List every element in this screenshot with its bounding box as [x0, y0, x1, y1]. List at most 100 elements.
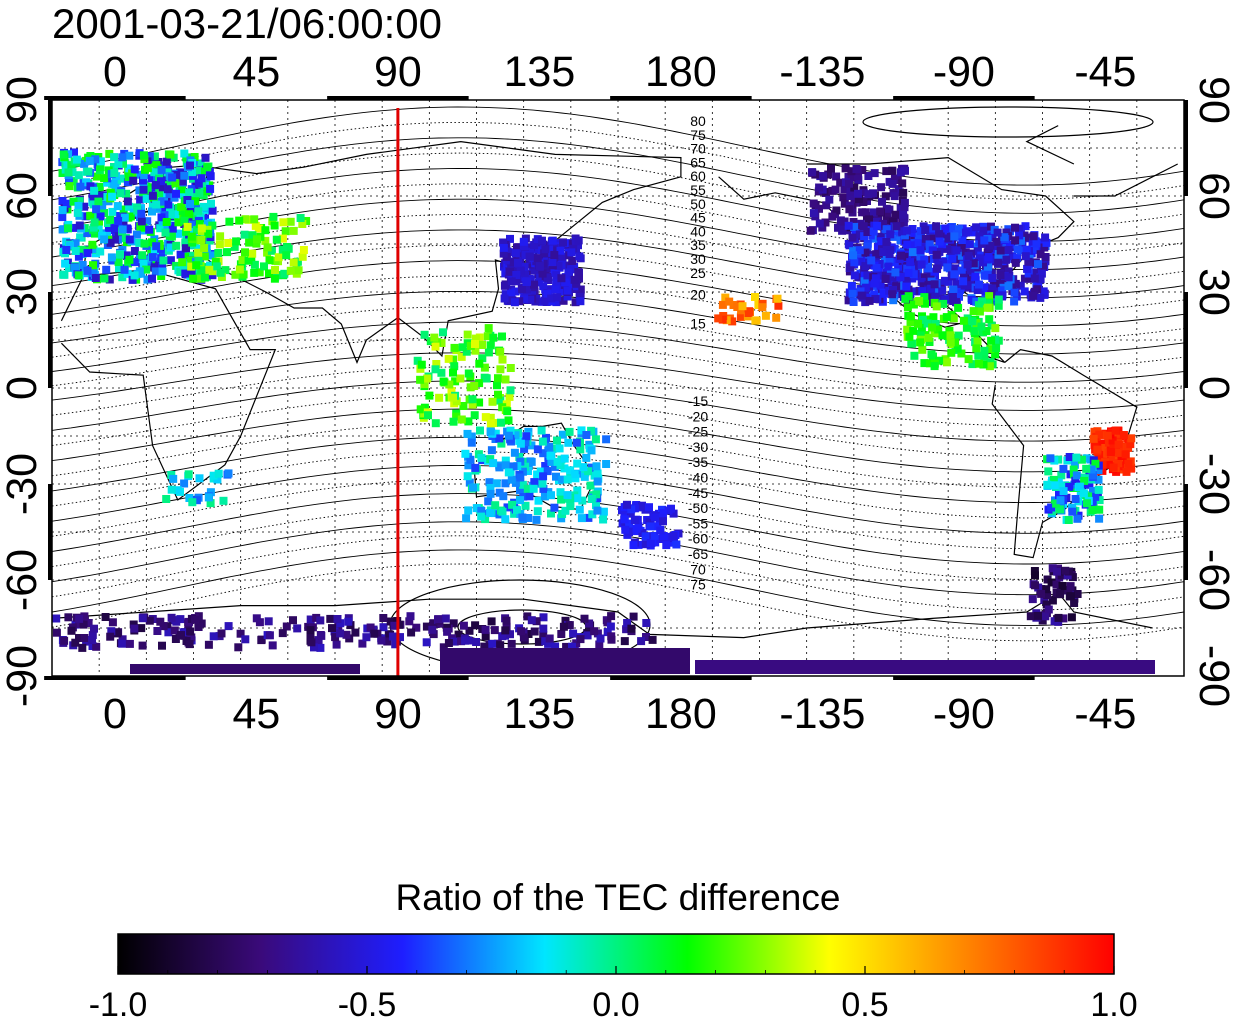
frame-bar: [1184, 484, 1188, 580]
tec-pixel: [863, 271, 872, 280]
tec-pixel: [876, 281, 885, 290]
tec-pixel: [915, 297, 924, 305]
tec-pixel: [148, 253, 157, 262]
tec-pixel: [573, 459, 582, 468]
tec-pixel: [950, 232, 959, 241]
tec-pixel: [725, 297, 734, 306]
x-tick-label-top: 90: [374, 48, 422, 96]
tec-pixel: [265, 269, 273, 278]
tec-pixel: [166, 150, 175, 159]
tec-pixel: [969, 259, 978, 268]
tec-pixel: [888, 290, 897, 299]
tec-pixel: [970, 327, 979, 336]
tec-pixel: [1020, 274, 1029, 283]
tec-pixel: [818, 223, 827, 232]
tec-pixel: [1079, 489, 1088, 498]
tec-pixel: [626, 509, 635, 518]
tec-pixel: [946, 338, 955, 347]
tec-pixel: [839, 193, 848, 202]
tec-pixel: [284, 244, 293, 253]
tec-pixel: [1067, 613, 1076, 622]
tec-pixel: [62, 246, 71, 254]
tec-pixel: [157, 177, 165, 186]
tec-pixel: [1073, 514, 1082, 523]
tec-pixel: [921, 226, 930, 235]
tec-pixel: [602, 435, 611, 444]
tec-pixel: [407, 628, 416, 637]
tec-pixel: [130, 271, 139, 280]
tec-pixel: [906, 317, 915, 326]
tec-pixel: [566, 502, 575, 511]
tec-pixel: [197, 224, 206, 233]
tec-pixel: [514, 258, 522, 267]
tec-pixel: [162, 218, 171, 226]
tec-pixel: [994, 252, 1003, 261]
tec-pixel: [429, 630, 438, 639]
frame-bar: [48, 100, 52, 196]
tec-pixel: [983, 299, 992, 308]
tec-pixel: [439, 643, 448, 652]
tec-pixel: [861, 248, 870, 257]
tec-pixel: [573, 494, 582, 503]
tec-pixel: [897, 251, 905, 260]
tec-pixel: [539, 484, 548, 493]
tec-pixel: [556, 246, 565, 255]
tec-pixel: [653, 522, 662, 531]
tec-pixel: [1032, 268, 1041, 277]
tec-pixel: [100, 235, 109, 244]
tec-pixel: [947, 348, 956, 357]
tec-pixel: [659, 532, 668, 540]
tec-pixel: [152, 200, 161, 209]
tec-pixel: [178, 185, 187, 194]
tec-pixel: [808, 168, 817, 177]
tec-pixel: [964, 355, 973, 364]
tec-pixel: [507, 289, 516, 298]
tec-pixel: [564, 268, 573, 277]
tec-pixel: [931, 292, 940, 301]
tec-pixel: [1095, 505, 1104, 514]
tec-pixel: [109, 179, 118, 188]
tec-pixel: [761, 311, 770, 320]
magnetic-contour-line: [52, 464, 1184, 534]
tec-pixel: [468, 395, 477, 404]
tec-pixel: [1034, 260, 1042, 269]
tec-pixel: [539, 472, 548, 481]
tec-pixel: [504, 248, 513, 257]
tec-pixel: [952, 280, 961, 288]
tec-pixel: [413, 356, 422, 365]
tec-pixel: [752, 316, 761, 325]
tec-pixel: [592, 462, 601, 471]
tec-pixel: [157, 165, 166, 174]
tec-pixel: [935, 230, 944, 239]
colorbar-tick-label: 1.0: [1090, 986, 1137, 1024]
tec-pixel: [854, 172, 863, 181]
tec-pixel: [738, 302, 747, 311]
tec-pixel: [296, 214, 305, 222]
tec-pixel: [1082, 464, 1091, 473]
tec-pixel: [110, 153, 119, 162]
tec-pixel: [200, 252, 209, 261]
tec-pixel: [638, 501, 646, 510]
tec-pixel: [586, 481, 595, 490]
tec-pixel: [317, 631, 326, 640]
tec-pixel: [108, 618, 117, 627]
tec-pixel: [257, 635, 266, 644]
tec-pixel: [668, 538, 676, 547]
tec-pixel: [471, 621, 480, 630]
tec-pixel: [167, 232, 176, 241]
tec-pixel: [929, 234, 938, 243]
tec-pixel: [477, 512, 486, 521]
tec-pixel: [316, 643, 325, 652]
tec-pixel: [879, 248, 888, 256]
tec-pixel: [244, 256, 253, 265]
tec-pixel: [509, 462, 518, 471]
tec-pixel: [844, 221, 853, 230]
tec-pixel: [516, 266, 525, 275]
tec-pixel: [502, 400, 511, 409]
tec-pixel: [192, 261, 201, 270]
tec-pixel: [172, 617, 181, 626]
tec-pixel: [219, 496, 228, 505]
tec-pixel: [878, 242, 886, 251]
tec-pixel: [869, 189, 877, 198]
tec-pixel: [806, 226, 815, 235]
